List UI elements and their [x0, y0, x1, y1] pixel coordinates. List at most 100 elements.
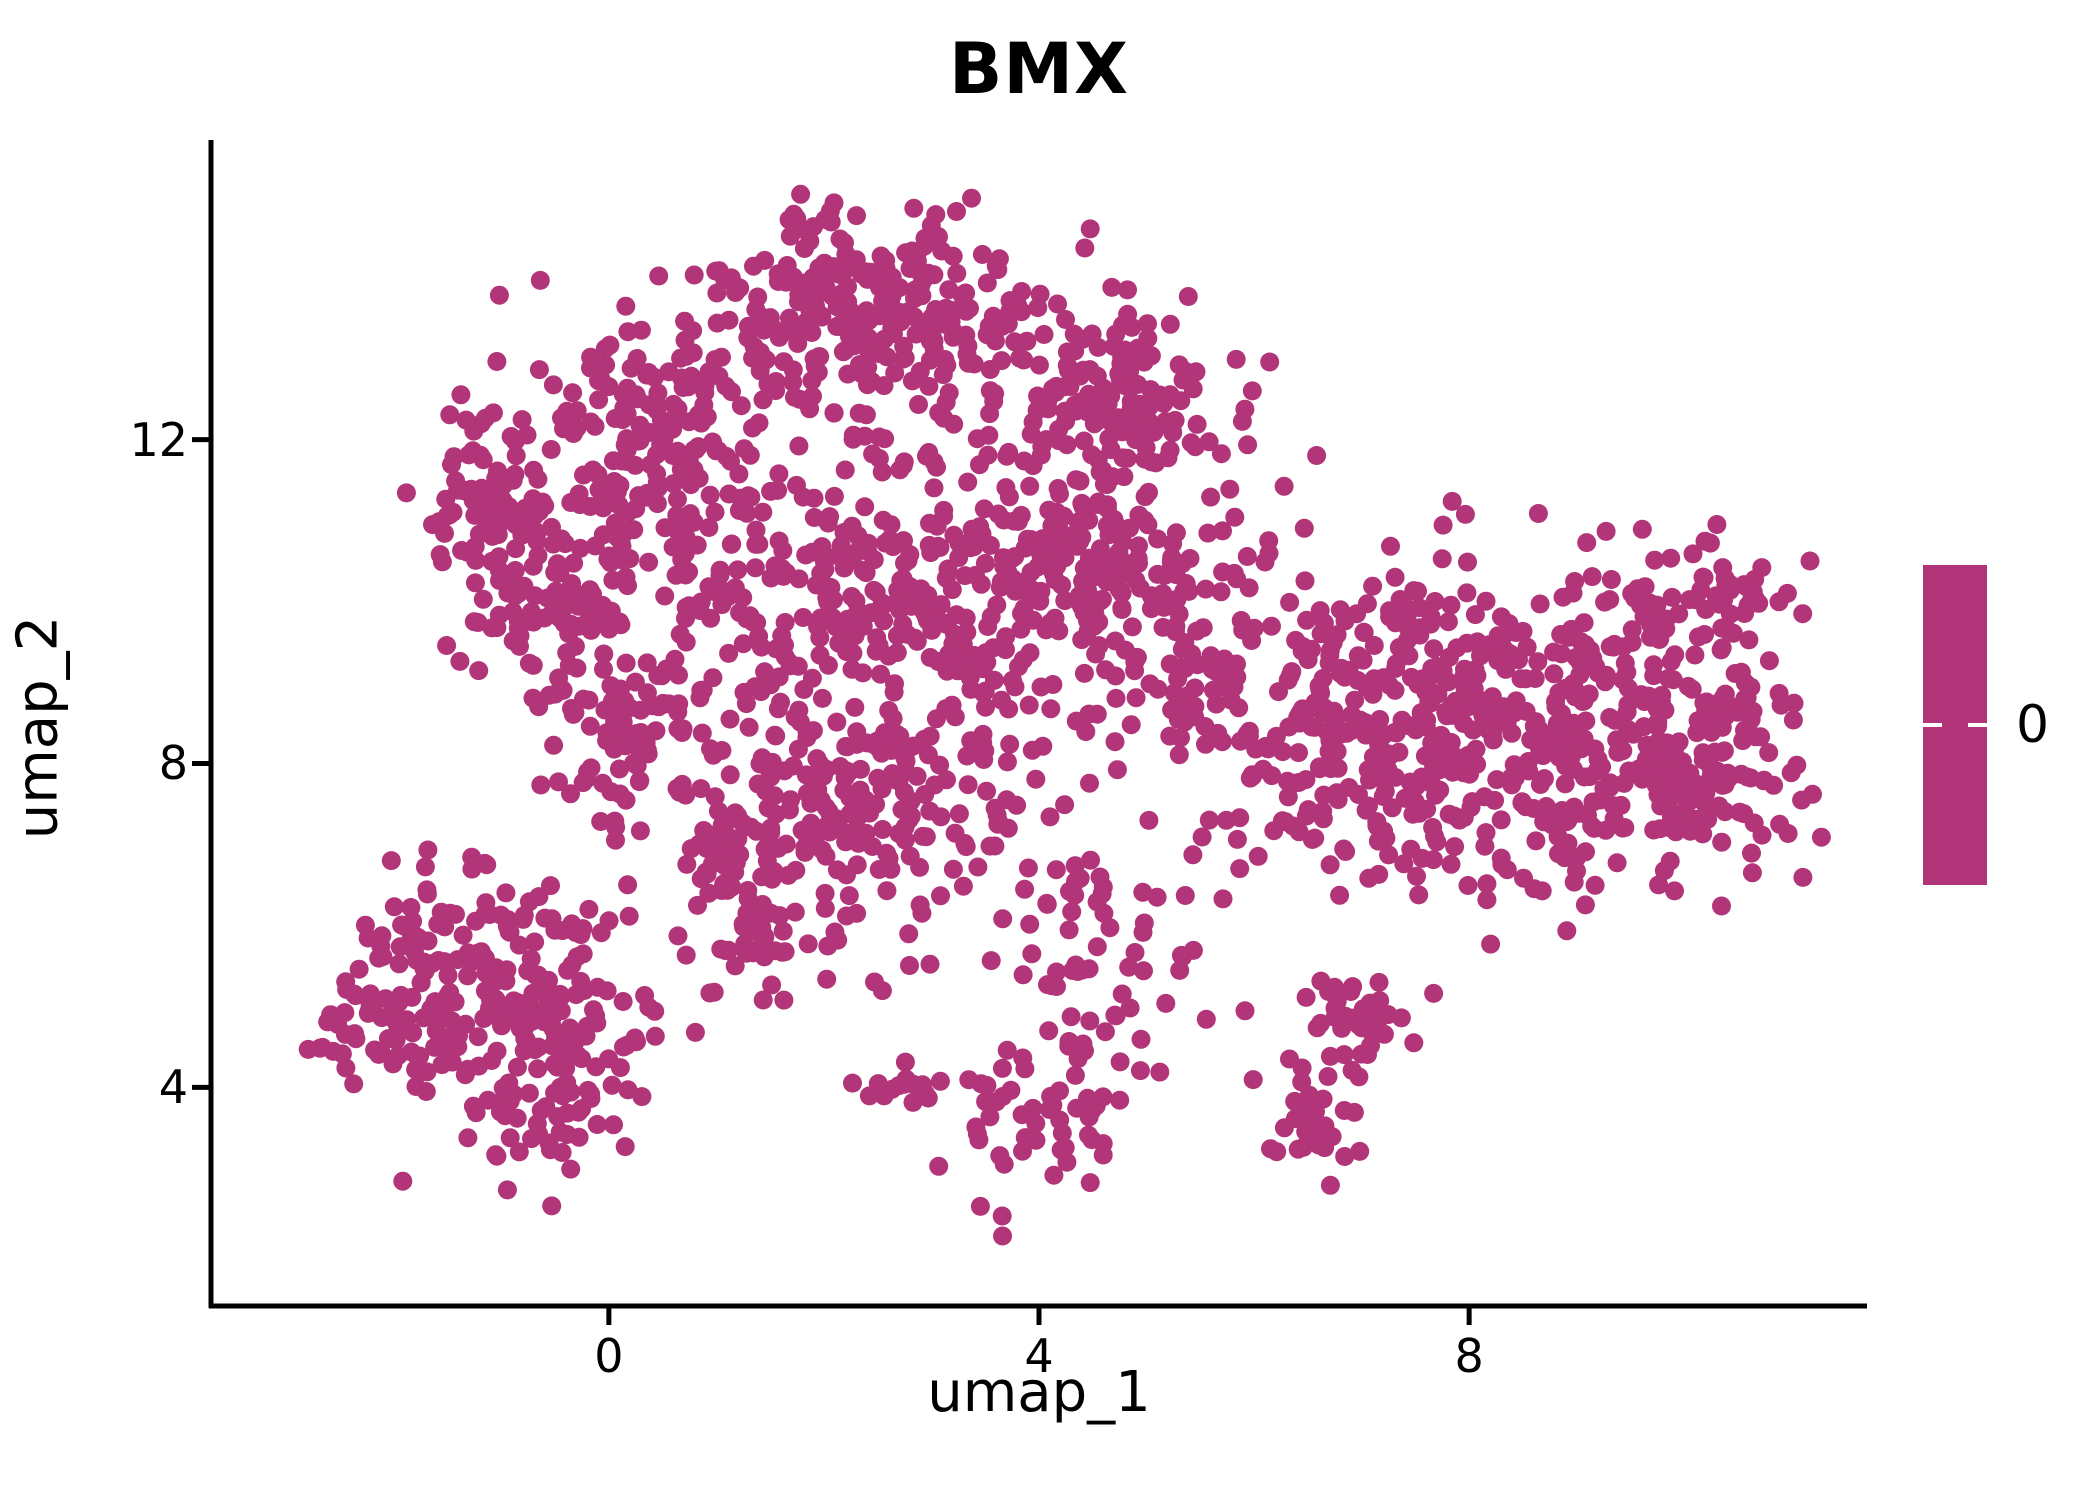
data-point	[728, 806, 748, 826]
data-point	[1715, 802, 1735, 822]
data-point	[869, 860, 889, 879]
data-point	[1328, 758, 1348, 778]
data-point	[476, 893, 496, 913]
data-point	[944, 525, 964, 545]
data-point	[1258, 739, 1278, 759]
data-point	[1327, 707, 1347, 727]
data-point	[1122, 343, 1142, 363]
data-point	[1432, 549, 1452, 569]
data-point	[372, 926, 392, 946]
data-point	[1112, 984, 1132, 1004]
data-point	[977, 1076, 997, 1095]
data-point	[739, 717, 759, 737]
data-point	[1343, 977, 1363, 997]
data-point	[1102, 277, 1122, 297]
data-point	[1441, 854, 1461, 874]
data-point	[743, 921, 763, 941]
data-point	[468, 943, 488, 963]
data-point	[1412, 706, 1431, 726]
data-point	[616, 653, 636, 673]
data-point	[335, 1024, 355, 1044]
data-point	[1095, 1022, 1115, 1042]
data-point	[737, 503, 757, 523]
data-point	[745, 558, 765, 578]
data-point	[1089, 399, 1109, 419]
data-point	[588, 465, 608, 484]
data-point	[877, 881, 897, 901]
data-point	[1736, 723, 1756, 742]
data-point	[1229, 698, 1249, 718]
data-point	[1041, 699, 1061, 719]
data-point	[691, 779, 711, 799]
data-point	[1220, 479, 1240, 499]
data-point	[843, 1073, 862, 1093]
data-point	[1652, 775, 1672, 795]
data-point	[432, 552, 452, 572]
data-point	[1557, 921, 1577, 941]
data-point	[1381, 536, 1400, 556]
data-point	[1128, 548, 1148, 568]
data-point	[818, 936, 838, 956]
data-point	[649, 266, 669, 286]
data-point	[755, 250, 775, 270]
data-point	[1513, 621, 1533, 641]
data-point	[606, 817, 626, 837]
data-point	[373, 947, 393, 967]
data-point	[1800, 551, 1820, 571]
data-point	[705, 350, 725, 370]
data-point	[613, 712, 633, 732]
data-point	[1582, 816, 1602, 836]
data-point	[970, 1196, 990, 1216]
data-point	[645, 1026, 665, 1046]
data-point	[1039, 1021, 1059, 1041]
data-point	[839, 886, 859, 906]
data-point	[730, 845, 750, 864]
data-point	[1323, 633, 1343, 653]
data-point	[915, 785, 935, 804]
data-point	[497, 960, 517, 980]
data-point	[756, 350, 776, 370]
data-point	[980, 836, 1000, 856]
data-point	[393, 1171, 413, 1191]
data-point	[473, 589, 493, 609]
data-point	[862, 372, 882, 391]
data-point	[1080, 1173, 1100, 1193]
expression-colorbar	[1923, 565, 1987, 885]
data-point	[957, 746, 977, 766]
data-point	[1394, 594, 1414, 614]
data-point	[676, 608, 695, 628]
data-point	[1040, 807, 1060, 827]
data-point	[428, 914, 448, 934]
data-point	[1368, 817, 1388, 837]
data-point	[313, 1037, 332, 1057]
data-point	[1660, 851, 1680, 871]
data-point	[737, 903, 757, 923]
data-point	[956, 837, 976, 857]
data-point	[583, 584, 602, 604]
data-point	[1319, 982, 1339, 1001]
data-point	[1734, 575, 1754, 595]
data-point	[1139, 397, 1159, 417]
data-point	[1686, 809, 1705, 829]
data-point	[761, 818, 781, 838]
data-point	[710, 560, 730, 580]
data-point	[1645, 550, 1665, 570]
data-point	[458, 1128, 478, 1148]
data-point	[1015, 538, 1035, 558]
data-point	[458, 966, 478, 986]
data-point	[926, 205, 946, 225]
data-point	[934, 408, 954, 428]
data-point	[759, 759, 779, 779]
data-point	[593, 773, 613, 793]
data-point	[1530, 775, 1550, 794]
data-point	[749, 534, 769, 554]
data-point	[768, 838, 788, 858]
data-point	[797, 783, 817, 803]
data-point	[827, 712, 847, 732]
data-point	[1359, 868, 1379, 888]
data-point	[1122, 617, 1142, 637]
data-point	[1505, 768, 1525, 788]
data-point	[1530, 594, 1550, 614]
data-point	[913, 826, 933, 846]
data-point	[1793, 604, 1813, 624]
